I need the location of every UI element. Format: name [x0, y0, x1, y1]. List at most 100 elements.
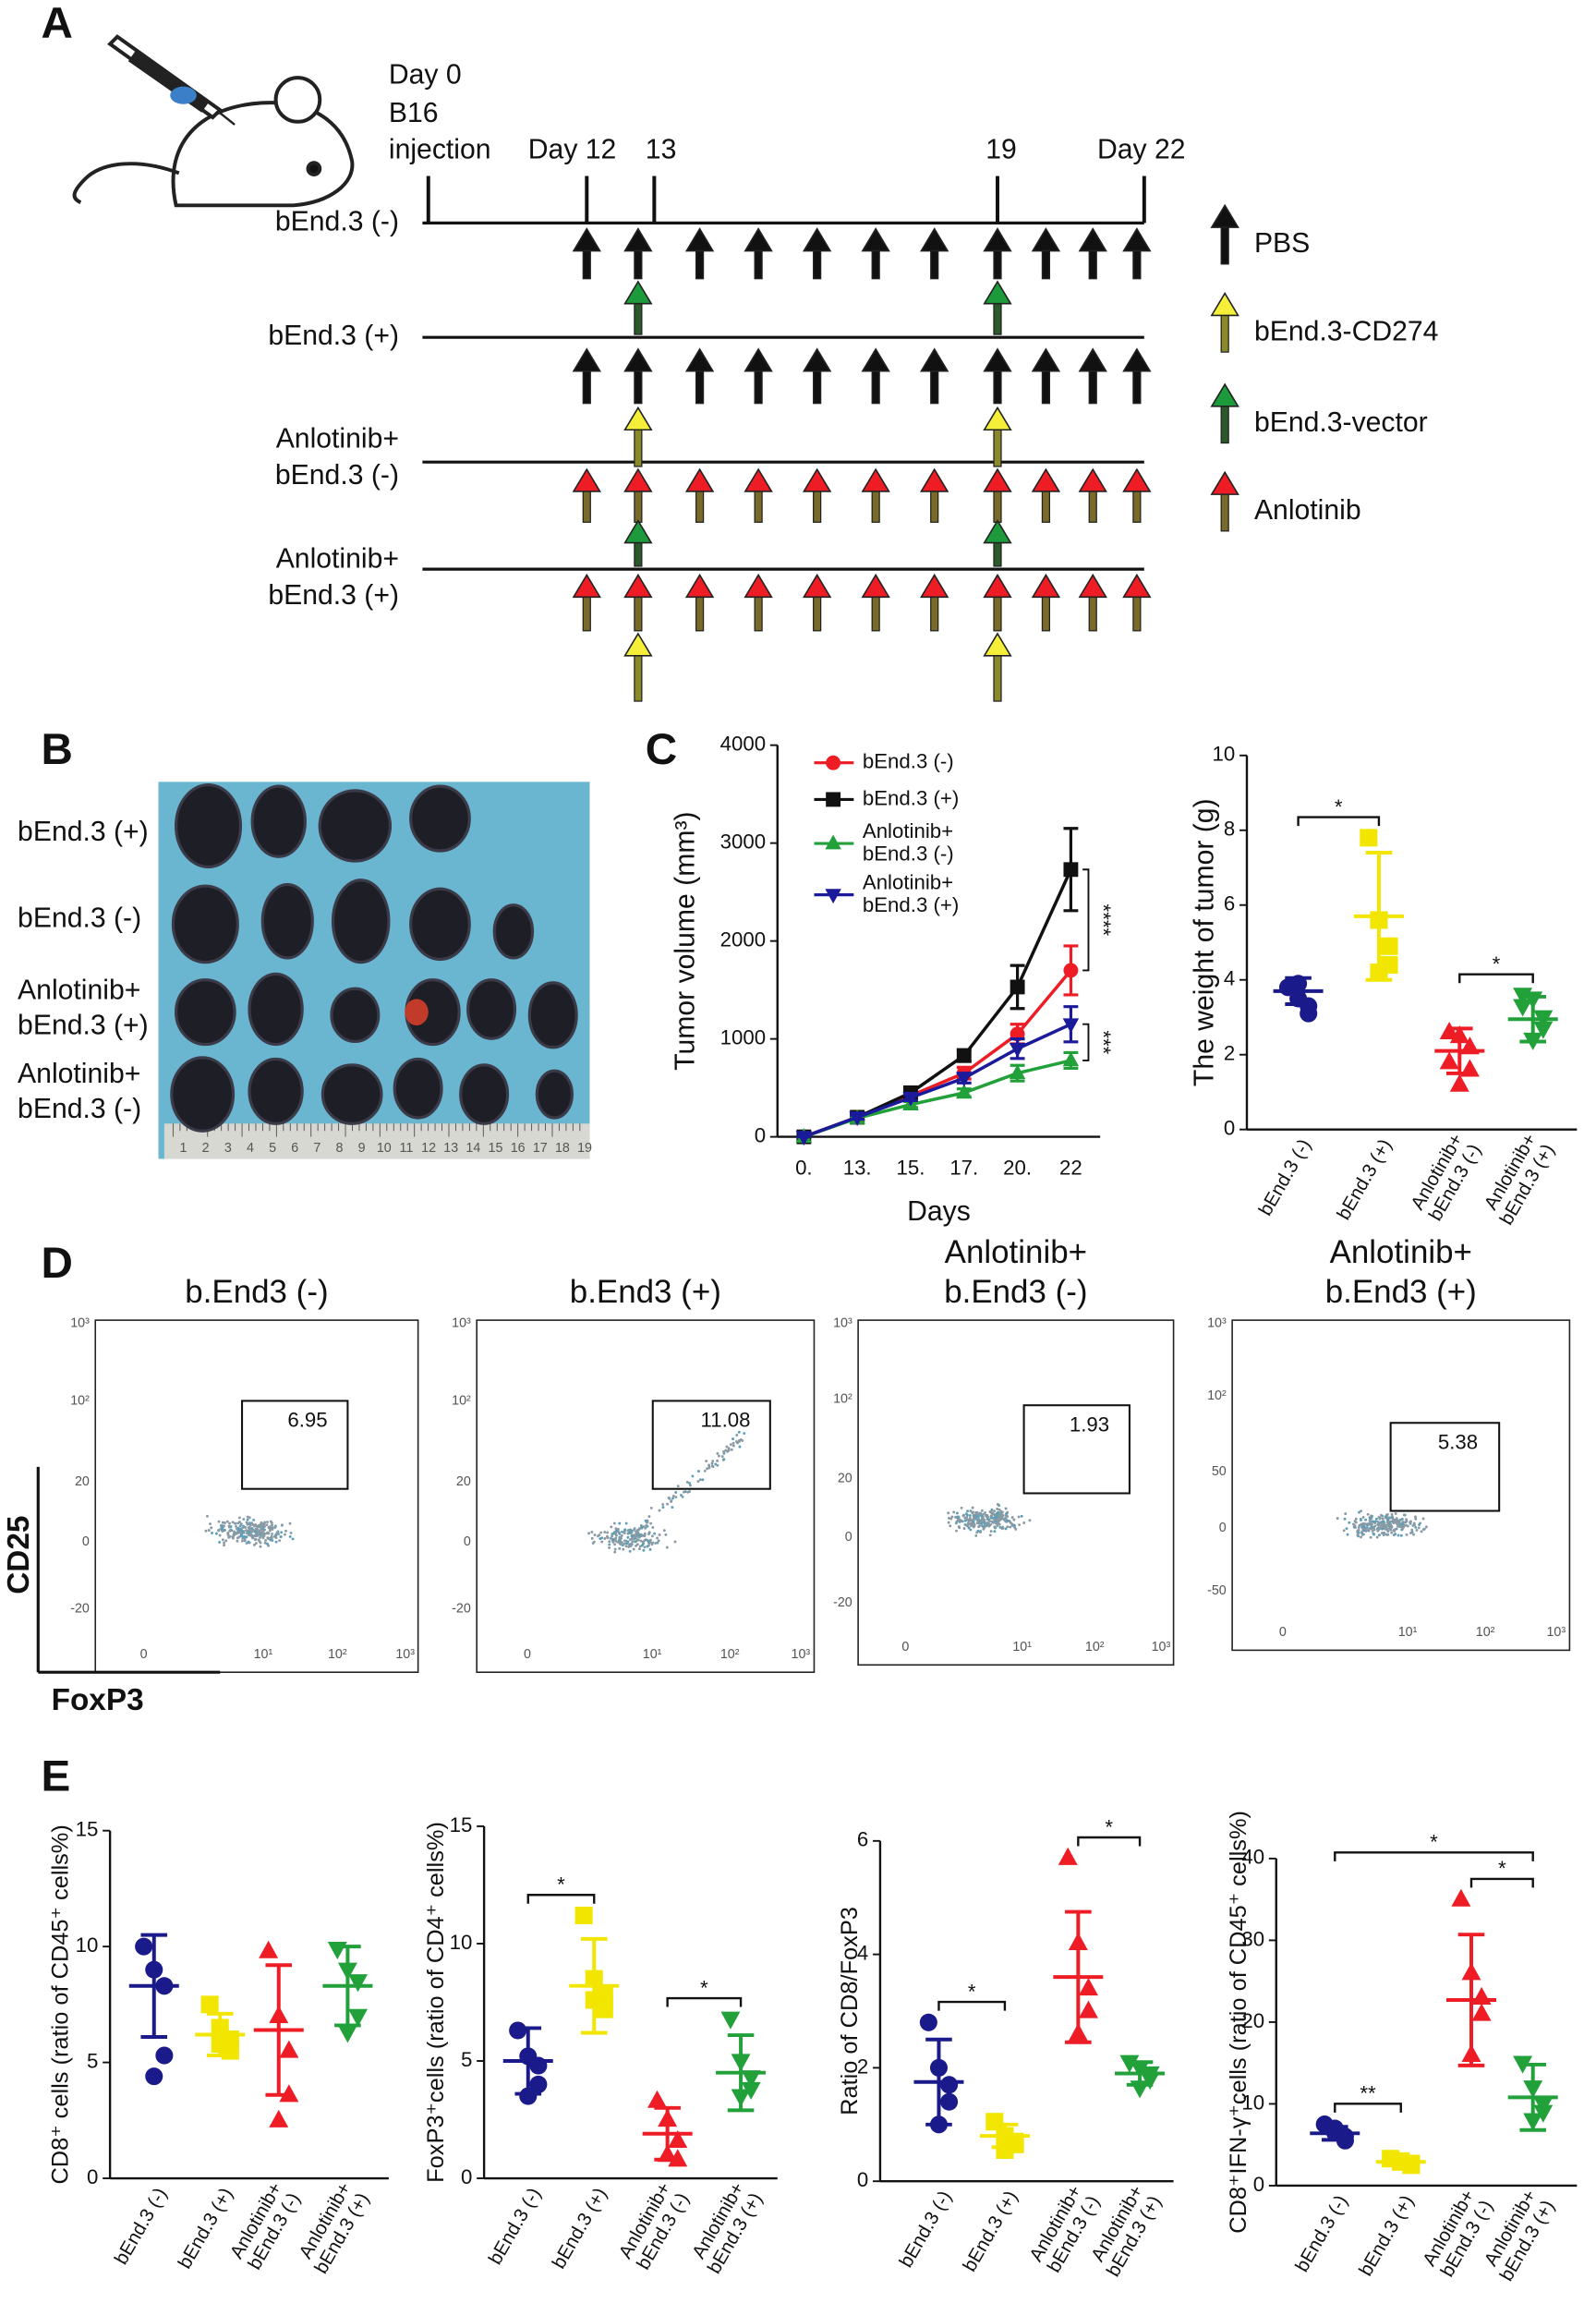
marker [1533, 1021, 1554, 1039]
arrow-stem [1088, 595, 1097, 632]
flow-event [284, 1529, 287, 1533]
panel-label: A [41, 0, 72, 48]
flow-x-tick: 10³ [1152, 1640, 1171, 1655]
flow-event [228, 1529, 232, 1533]
mouse-illustration [72, 34, 355, 208]
flow-event [647, 1515, 651, 1519]
arrow-stem [871, 369, 880, 405]
flow-event [1356, 1533, 1360, 1536]
ruler-number: 10 [377, 1141, 392, 1156]
flow-event [968, 1517, 972, 1520]
y-axis-label: The weight of tumor (g) [1189, 798, 1219, 1086]
flow-event [973, 1516, 975, 1520]
gate-value: 11.08 [701, 1409, 751, 1432]
flow-event [976, 1519, 980, 1522]
gate [1389, 1422, 1501, 1512]
flow-event [234, 1521, 236, 1525]
flow-event [980, 1509, 984, 1512]
arrow-head [623, 632, 653, 657]
flow-event [256, 1533, 260, 1537]
flow-frame [857, 1319, 1175, 1667]
flow-event [738, 1439, 741, 1443]
flow-event [251, 1534, 255, 1538]
arrow-stem [695, 489, 705, 523]
flow-event [1357, 1528, 1360, 1532]
flow-event [593, 1533, 597, 1537]
x-tick-label: Anlotinib+bEnd.3 (-) [1419, 2187, 1497, 2281]
marker [940, 2076, 959, 2094]
flow-event [248, 1522, 251, 1526]
flow-event [235, 1524, 237, 1528]
flow-event [630, 1529, 634, 1533]
flow-event [988, 1520, 991, 1522]
flow-event [261, 1526, 265, 1530]
flow-event [237, 1516, 241, 1520]
flow-event [994, 1519, 998, 1522]
flow-event [989, 1530, 993, 1533]
flow-event [1405, 1518, 1408, 1521]
x-tick-label: bEnd.3 (-) [1254, 1135, 1315, 1219]
flow-event [966, 1509, 970, 1513]
arrow-stem [993, 595, 1002, 632]
flow-event [969, 1519, 973, 1522]
flow-event [606, 1536, 610, 1540]
flow-event [996, 1507, 999, 1510]
ruler-number: 12 [421, 1141, 436, 1156]
flow-event [981, 1524, 985, 1528]
flow-event [986, 1521, 990, 1525]
flow-event [628, 1549, 632, 1553]
tumor [170, 1056, 236, 1133]
marker [135, 1937, 153, 1956]
group-label: bEnd.3 (-) [275, 460, 399, 491]
tumor [527, 981, 578, 1049]
flow-event [218, 1541, 222, 1544]
mouse-ear [273, 76, 322, 124]
flow-event [971, 1506, 974, 1509]
flow-event [1424, 1525, 1428, 1529]
flow-event [248, 1526, 250, 1529]
arrow-head [572, 467, 601, 492]
flow-event [1390, 1531, 1394, 1534]
flow-event [972, 1510, 974, 1514]
flow-event [622, 1547, 625, 1551]
arrow-stem [754, 369, 763, 405]
flow-event [984, 1524, 987, 1528]
flow-event [1360, 1533, 1364, 1536]
flow-event [716, 1459, 719, 1462]
flow-event [638, 1533, 642, 1537]
flow-event [210, 1526, 213, 1530]
flow-y-tick: -20 [833, 1595, 852, 1610]
day-label: 13 [646, 135, 677, 165]
flow-event [983, 1521, 986, 1524]
marker [1471, 1986, 1492, 2005]
flow-event [1357, 1526, 1360, 1529]
flow-event [1006, 1515, 1010, 1518]
photo-label: bEnd.3 (+) [18, 1010, 149, 1040]
flow-event [609, 1536, 612, 1540]
arrow-head [802, 467, 832, 492]
marker [1449, 1073, 1469, 1092]
flow-event [629, 1545, 633, 1547]
flow-event [1382, 1527, 1384, 1530]
y-tick-label: 0 [1253, 2173, 1264, 2196]
flow-event [1396, 1533, 1400, 1537]
flow-event [1001, 1526, 1005, 1530]
y-tick-label: 15 [450, 1813, 473, 1836]
flow-event [274, 1540, 278, 1544]
arrow-head [623, 347, 653, 372]
arrow-stem [993, 540, 1002, 567]
arrow-stem [993, 653, 1002, 702]
marker [1449, 1025, 1469, 1044]
flow-x-tick: 10¹ [1398, 1625, 1418, 1640]
arrow-head [1122, 347, 1152, 372]
flow-event [714, 1462, 718, 1466]
marker [509, 2021, 527, 2040]
marker [658, 2144, 678, 2163]
marker [1130, 2080, 1150, 2099]
flow-event [1387, 1516, 1391, 1520]
flow-event [1389, 1523, 1392, 1527]
marker [956, 1084, 973, 1099]
gate [651, 1400, 771, 1490]
marker [269, 2109, 289, 2127]
